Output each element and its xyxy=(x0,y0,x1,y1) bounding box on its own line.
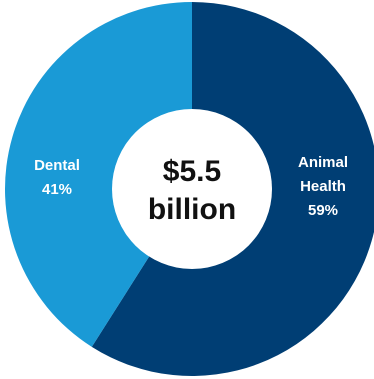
svg-text:41%: 41% xyxy=(42,181,72,198)
center-label-line-1: $5.5 xyxy=(163,155,221,188)
center-label-line-2: billion xyxy=(148,193,236,226)
slice-label-animal-health: Animal Health 59% xyxy=(298,154,348,219)
donut-hole xyxy=(112,109,272,269)
svg-text:Health: Health xyxy=(300,178,346,195)
svg-text:59%: 59% xyxy=(308,202,338,219)
svg-text:Dental: Dental xyxy=(34,157,80,174)
svg-text:Animal: Animal xyxy=(298,154,348,171)
slice-dental xyxy=(5,2,193,347)
slice-label-dental: Dental 41% xyxy=(34,157,80,198)
